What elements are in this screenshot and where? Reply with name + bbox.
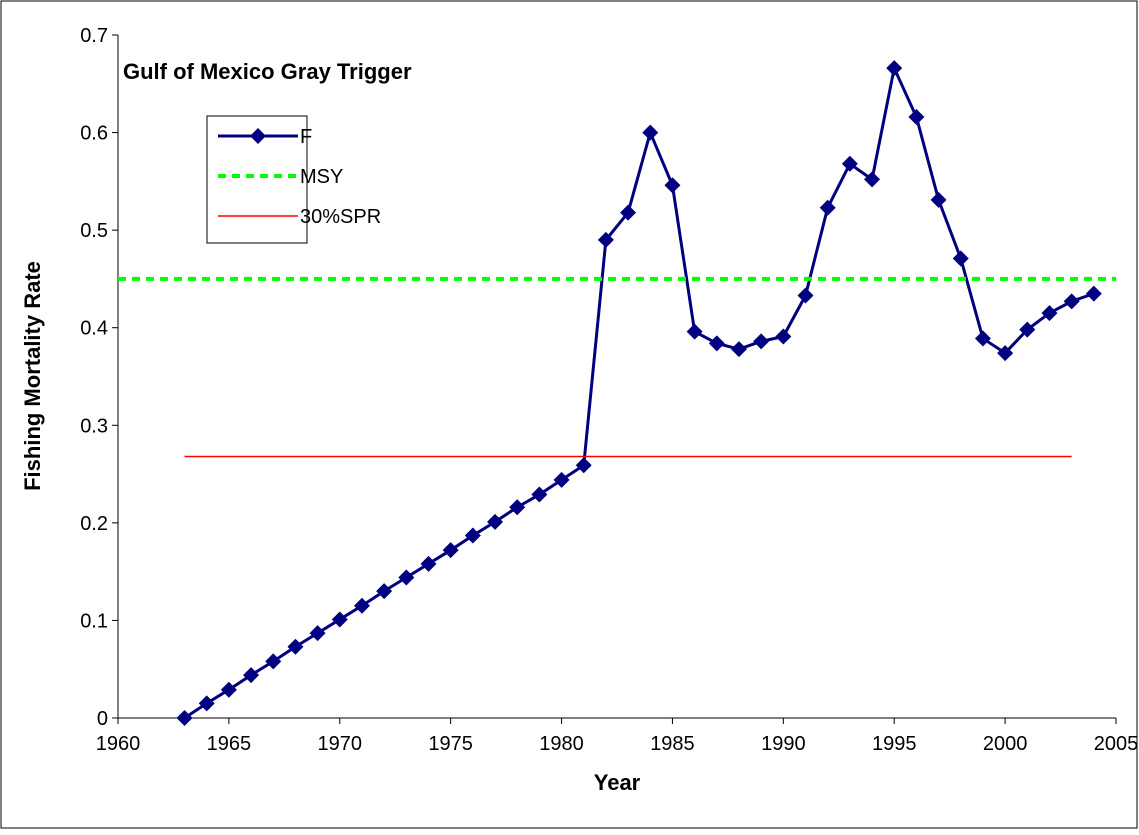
point-marker (220, 681, 237, 698)
point-marker (575, 457, 592, 474)
y-tick-label: 0.6 (80, 123, 108, 145)
point-marker (1019, 321, 1036, 338)
point-marker (620, 204, 637, 221)
x-tick-label: 1960 (96, 733, 141, 755)
point-marker (243, 667, 260, 684)
chart-title: Gulf of Mexico Gray Trigger (123, 59, 412, 84)
point-marker (331, 611, 348, 628)
x-tick-label: 2000 (983, 733, 1028, 755)
point-marker (464, 527, 481, 544)
point-marker (198, 695, 215, 712)
point-marker (176, 710, 193, 726)
point-marker (974, 330, 991, 347)
point-marker (1063, 293, 1080, 310)
point-marker (509, 499, 526, 516)
point-marker (664, 177, 681, 194)
x-tick-label: 1975 (428, 733, 473, 755)
point-marker (531, 486, 548, 503)
point-marker (487, 513, 504, 530)
point-marker (775, 328, 792, 345)
point-marker (265, 653, 282, 670)
point-marker (886, 60, 903, 77)
point-marker (819, 199, 836, 216)
legend-label: 30%SPR (300, 206, 381, 228)
y-tick-label: 0.5 (80, 220, 108, 242)
point-marker (353, 597, 370, 614)
y-tick-label: 0.4 (80, 318, 108, 340)
point-marker (309, 625, 326, 642)
x-tick-label: 1980 (539, 733, 584, 755)
y-tick-label: 0.7 (80, 25, 108, 47)
point-marker (841, 155, 858, 172)
legend-label: F (300, 126, 312, 148)
x-tick-label: 1985 (650, 733, 695, 755)
x-tick-label: 1990 (761, 733, 806, 755)
legend-label: MSY (300, 166, 343, 188)
point-marker (708, 335, 725, 352)
legend-marker (250, 128, 266, 144)
point-marker (930, 191, 947, 208)
point-marker (952, 250, 969, 267)
y-axis-label: Fishing Mortality Rate (20, 261, 45, 491)
x-tick-label: 1970 (318, 733, 363, 755)
point-marker (1085, 285, 1102, 302)
x-tick-label: 1965 (207, 733, 252, 755)
point-marker (797, 287, 814, 304)
point-marker (753, 333, 770, 350)
point-marker (686, 323, 703, 340)
point-marker (553, 471, 570, 488)
point-marker (642, 124, 659, 141)
y-tick-label: 0.1 (80, 610, 108, 632)
y-tick-label: 0.2 (80, 513, 108, 535)
point-marker (442, 542, 459, 559)
point-marker (420, 555, 437, 572)
point-marker (730, 341, 747, 358)
point-marker (908, 108, 925, 125)
point-marker (997, 345, 1014, 362)
y-tick-label: 0 (97, 708, 108, 730)
y-tick-label: 0.3 (80, 415, 108, 437)
point-marker (597, 231, 614, 248)
x-tick-label: 2005 (1094, 733, 1139, 755)
point-marker (376, 583, 393, 600)
point-marker (398, 569, 415, 586)
x-axis-label: Year (594, 770, 641, 795)
point-marker (864, 171, 881, 188)
point-marker (287, 638, 304, 655)
point-marker (1041, 305, 1058, 322)
x-tick-label: 1995 (872, 733, 917, 755)
